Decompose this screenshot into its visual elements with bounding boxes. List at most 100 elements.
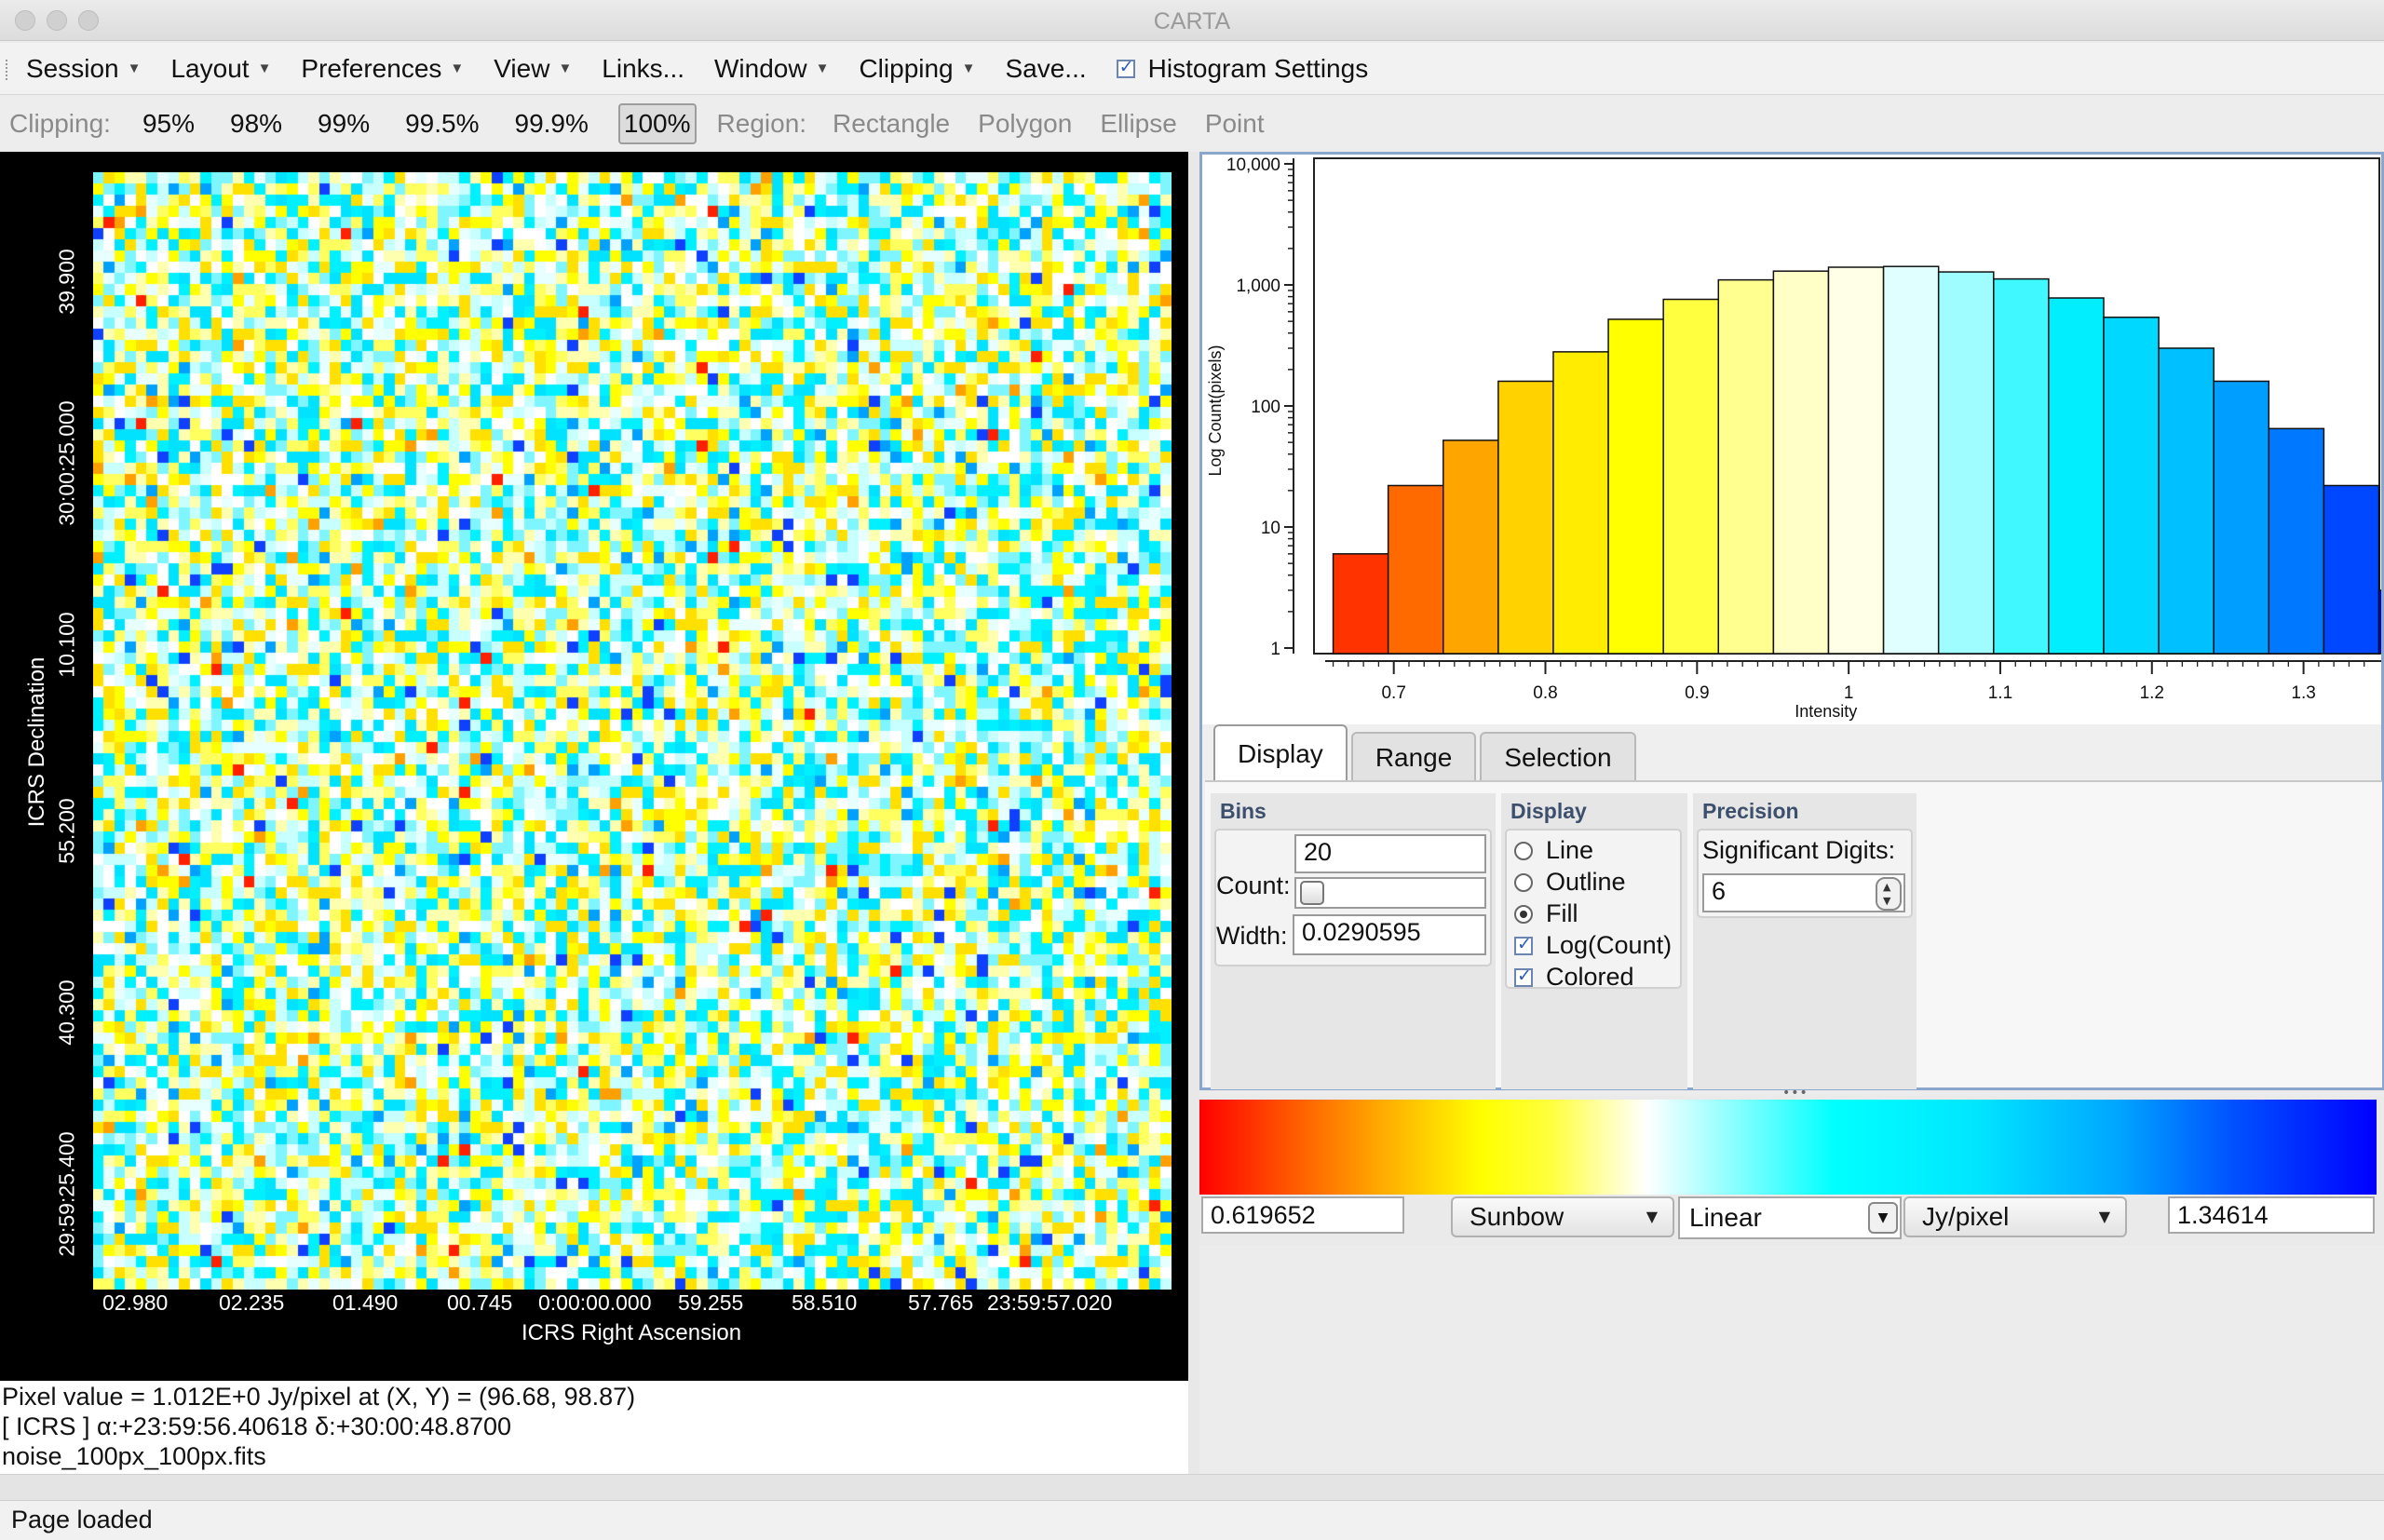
menu-layout[interactable]: Layout ▼ (170, 54, 271, 84)
colormap-unit-select[interactable]: Jy/pixel ▼ (1903, 1196, 2127, 1237)
ra-axis-title: ICRS Right Ascension (522, 1320, 742, 1345)
chevron-down-icon[interactable]: ▼ (1868, 1202, 1898, 1234)
image-canvas[interactable] (93, 172, 1172, 1290)
display-option-label: Colored (1546, 963, 1634, 991)
region-point-button[interactable]: Point (1204, 108, 1265, 138)
bin-count-slider[interactable] (1294, 877, 1486, 909)
chevron-down-icon: ▼ (2098, 1208, 2110, 1225)
colormap-max-input[interactable]: 1.34614 (2168, 1196, 2375, 1234)
tab-display[interactable]: Display (1213, 724, 1348, 780)
dec-tick-label: 10.100 (54, 612, 79, 678)
clipping-100-button[interactable]: 100% (617, 102, 697, 144)
histogram-bar (1827, 266, 1885, 655)
caret-down-icon: ▼ (558, 61, 573, 76)
display-line-radio[interactable] (1514, 842, 1533, 860)
menu-label: Session (26, 53, 119, 83)
histogram-chart[interactable]: 10,000 1,000 100 10 1 Log Count(pixels) 0.7 0.8… (1202, 155, 2381, 724)
y-tick-label: 1 (1270, 640, 1280, 659)
histogram-bar (2048, 297, 2105, 655)
significant-digits-input[interactable]: 6 (1702, 873, 1905, 912)
spin-up-icon[interactable]: ▲ (1883, 881, 1891, 893)
menu-session[interactable]: Session ▼ (26, 54, 141, 84)
coordinate-readout: [ ICRS ] α:+23:59:56.40618 δ:+30:00:48.8… (2, 1412, 512, 1440)
dec-tick-label: 40.300 (54, 979, 79, 1046)
caret-down-icon: ▼ (961, 61, 976, 76)
ra-tick-label: 0:00:00.000 (538, 1290, 652, 1315)
histogram-bar (1772, 270, 1830, 655)
tab-range[interactable]: Range (1350, 732, 1477, 780)
menu-preferences[interactable]: Preferences ▼ (301, 54, 464, 84)
menu-label: Layout (170, 53, 250, 83)
display-fill-radio[interactable] (1514, 905, 1533, 924)
caret-down-icon: ▼ (815, 61, 830, 76)
histogram-bar (1993, 277, 2050, 655)
significant-digits-spinner[interactable]: ▲ ▼ (1876, 877, 1902, 911)
significant-digits-label: Significant Digits: (1702, 836, 1896, 864)
menu-window[interactable]: Window ▼ (714, 54, 829, 84)
caret-down-icon: ▼ (127, 61, 142, 76)
colormap-min-input[interactable]: 0.619652 (1201, 1196, 1404, 1234)
bins-group-title: Bins (1220, 799, 1266, 823)
region-ellipse-button[interactable]: Ellipse (1100, 108, 1177, 138)
histogram-settings-body: Bins Count: 20 Width: 0.0290595 Display … (1205, 780, 2382, 1089)
menu-label: Histogram Settings (1147, 53, 1369, 83)
x-tick-label: 0.7 (1381, 683, 1405, 703)
bin-width-input[interactable]: 0.0290595 (1293, 914, 1486, 955)
panel-splitter[interactable] (1188, 152, 1199, 1474)
tab-selection[interactable]: Selection (1480, 732, 1636, 780)
display-outline-radio[interactable] (1514, 873, 1533, 892)
horizontal-scrollbar[interactable] (0, 1474, 2384, 1500)
x-tick-label: 1.2 (2140, 683, 2164, 703)
close-window-button[interactable] (15, 10, 35, 31)
dec-tick-label: 55.200 (54, 798, 79, 864)
x-axis-title: Intensity (1795, 702, 1857, 721)
clipping-99-button[interactable]: 99% (318, 108, 371, 138)
menu-links[interactable]: Links... (602, 54, 684, 84)
spin-down-icon[interactable]: ▼ (1883, 895, 1891, 907)
menu-clipping[interactable]: Clipping ▼ (859, 54, 975, 84)
menu-save[interactable]: Save... (1005, 54, 1086, 84)
display-option-label: Fill (1546, 899, 1578, 927)
display-colored-checkbox[interactable] (1514, 966, 1533, 987)
bin-count-slider-handle[interactable] (1300, 881, 1324, 905)
dec-tick-label: 39.900 (54, 249, 79, 315)
colormap-scale-combo[interactable]: Linear ▼ (1678, 1196, 1902, 1239)
menu-label: Clipping (859, 53, 954, 83)
menu-histogram-settings[interactable]: Histogram Settings (1116, 53, 1369, 84)
display-logcount-checkbox[interactable] (1514, 934, 1533, 955)
clipping-99-5-button[interactable]: 99.5% (405, 108, 480, 138)
toolbar-grip-handle[interactable] (6, 60, 9, 80)
window-title: CARTA (1153, 8, 1231, 34)
zoom-window-button[interactable] (78, 10, 99, 31)
histogram-bar (1937, 271, 1995, 655)
display-group-title: Display (1510, 799, 1587, 823)
ra-tick-label: 01.490 (332, 1290, 399, 1315)
bin-count-input[interactable]: 20 (1294, 834, 1486, 873)
y-tick-label: 10,000 (1226, 155, 1280, 175)
bins-box: Count: 20 Width: 0.0290595 (1214, 829, 1492, 966)
clipping-95-button[interactable]: 95% (142, 108, 195, 138)
menu-label: Preferences (301, 53, 442, 83)
display-option-label: Outline (1546, 868, 1626, 896)
histogram-bar (1717, 278, 1775, 655)
colormap-select[interactable]: Sunbow ▼ (1451, 1196, 1674, 1237)
y-tick-label: 10 (1261, 519, 1280, 538)
x-tick-label: 1.3 (2291, 683, 2315, 703)
ra-tick-label: 57.765 (908, 1290, 974, 1315)
ra-tick-label: 02.980 (102, 1290, 169, 1315)
region-rectangle-button[interactable]: Rectangle (833, 108, 951, 138)
region-polygon-button[interactable]: Polygon (978, 108, 1073, 138)
dec-axis-title: ICRS Declination (24, 656, 49, 828)
checkbox-checked-icon[interactable] (1116, 57, 1135, 78)
menu-view[interactable]: View ▼ (494, 54, 572, 84)
clipping-region-toolbar: Clipping: 95% 98% 99% 99.5% 99.9% 100% Region: R… (0, 98, 2384, 149)
clipping-99-9-button[interactable]: 99.9% (514, 108, 589, 138)
histogram-bar (2323, 484, 2380, 655)
display-option-label: Log(Count) (1546, 931, 1673, 959)
y-tick-label: 100 (1251, 398, 1280, 417)
colormap-unit-value: Jy/pixel (1922, 1202, 2010, 1231)
ra-tick-label: 23:59:57.020 (987, 1290, 1113, 1315)
clipping-98-button[interactable]: 98% (230, 108, 283, 138)
histogram-bar (1882, 265, 1940, 655)
minimize-window-button[interactable] (47, 10, 67, 31)
